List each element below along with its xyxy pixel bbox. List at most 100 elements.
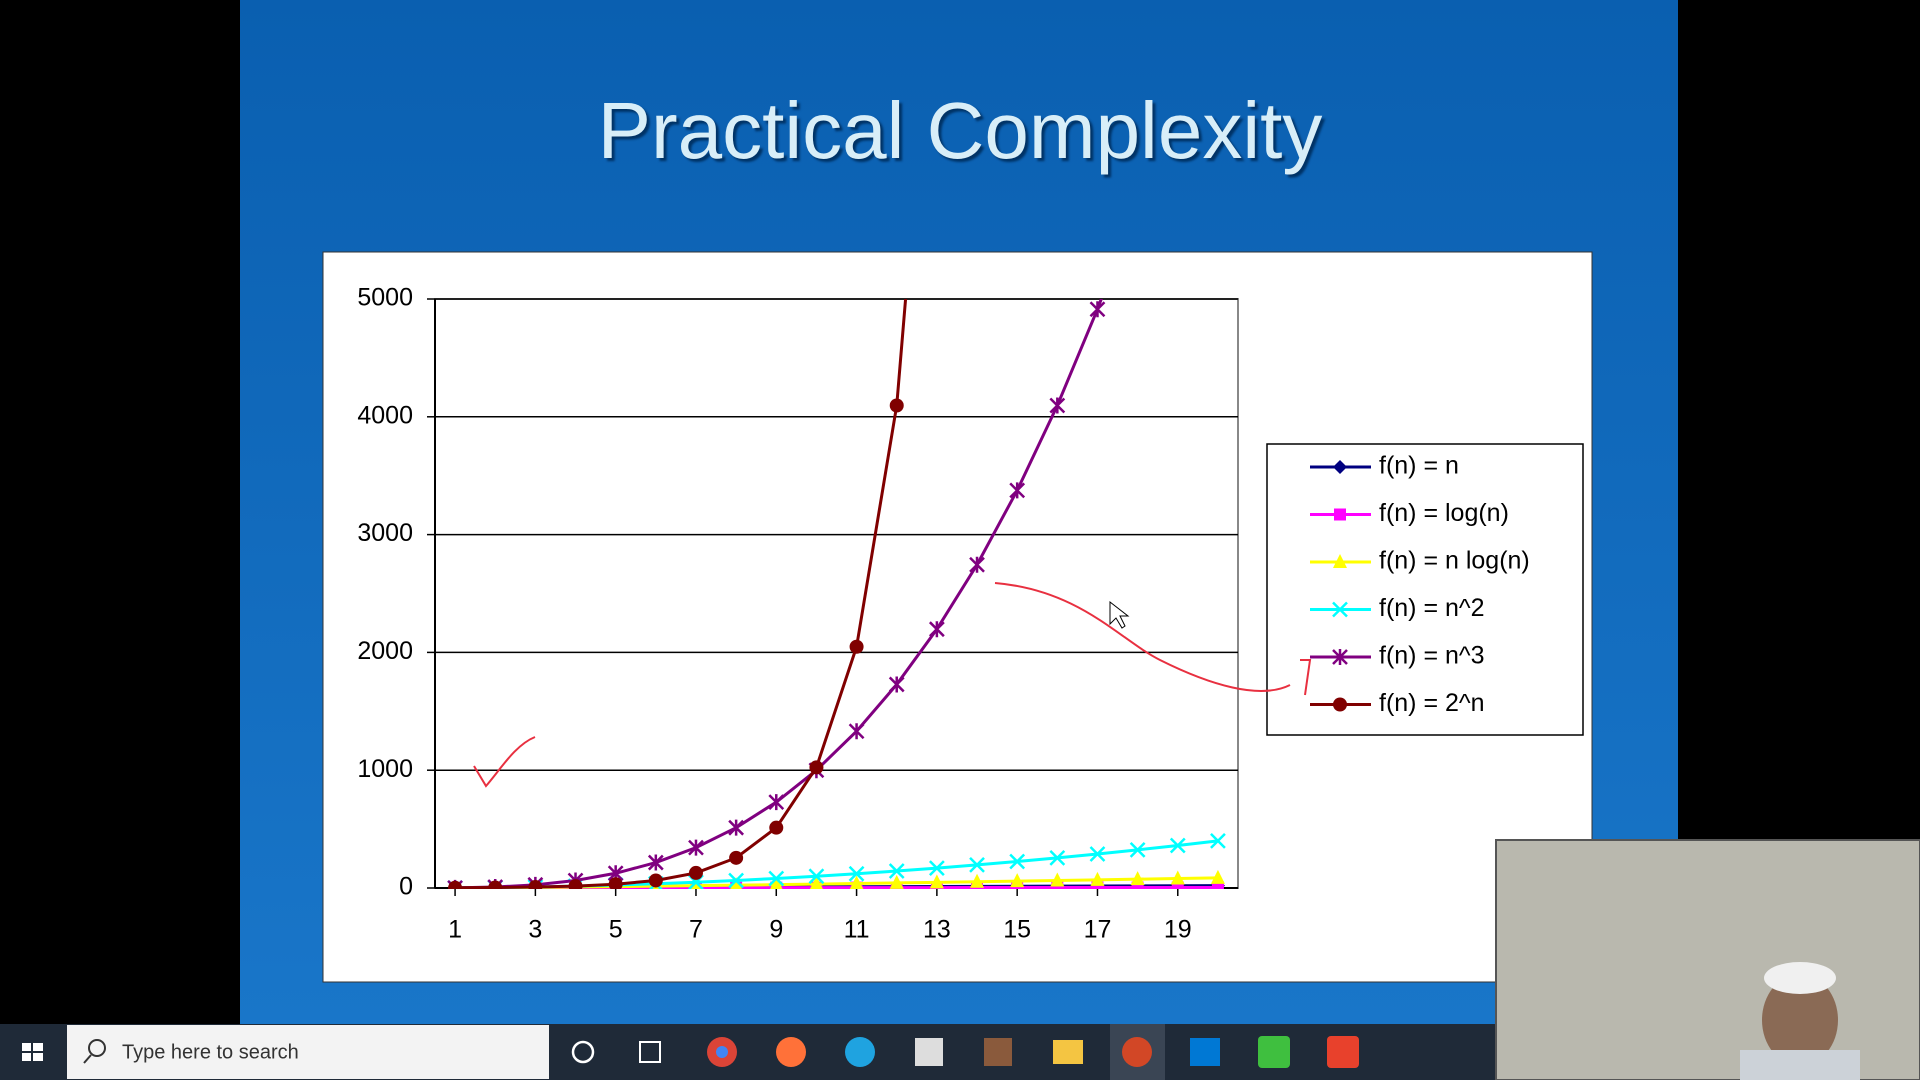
marker	[1333, 554, 1347, 568]
marker	[1334, 508, 1346, 521]
legend-label: f(n) = n^3	[1379, 642, 1485, 670]
marker	[1049, 397, 1066, 414]
marker	[728, 819, 745, 836]
series-layer	[447, 299, 1226, 889]
search-placeholder[interactable]: Type here to search	[122, 1041, 299, 1063]
marker	[647, 854, 664, 871]
marker	[730, 877, 743, 889]
marker	[969, 857, 985, 873]
marker	[1129, 841, 1146, 858]
y-tick-label: 0	[399, 873, 413, 901]
pen-annotation	[994, 582, 1312, 696]
marker	[809, 876, 823, 889]
marker	[608, 877, 623, 889]
x-tick-label: 17	[1084, 916, 1112, 944]
marker	[1332, 649, 1348, 665]
marker	[448, 880, 463, 889]
marker	[928, 621, 945, 638]
slide-title: Practical Complexity	[598, 86, 1323, 175]
marker	[889, 398, 904, 413]
legend-label: f(n) = 2^n	[1379, 689, 1485, 717]
explorer-icon[interactable]	[1053, 1040, 1083, 1064]
y-tick-label: 4000	[357, 401, 413, 429]
marker	[1050, 872, 1065, 887]
marker	[1090, 871, 1105, 886]
x-tick-label: 7	[689, 916, 703, 944]
marker	[728, 872, 745, 889]
legend-label: f(n) = log(n)	[1379, 499, 1509, 527]
marker	[1333, 460, 1347, 474]
webcam-cap	[1764, 962, 1836, 994]
marker	[768, 794, 785, 811]
marker	[1089, 846, 1106, 862]
marker	[528, 880, 543, 889]
webcam-person	[1740, 1050, 1860, 1080]
task-view-icon[interactable]	[639, 1041, 661, 1063]
marker	[848, 723, 865, 740]
calendar-icon[interactable]	[915, 1038, 943, 1066]
marker	[729, 850, 744, 865]
marker	[1333, 697, 1347, 712]
webcam-overlay	[1496, 840, 1920, 1080]
marker	[688, 839, 704, 856]
powerpoint-icon[interactable]	[1122, 1037, 1152, 1067]
webcam-frame	[1495, 839, 1920, 1080]
marker	[888, 676, 905, 693]
y-tick-label: 2000	[357, 637, 413, 665]
marker	[488, 880, 503, 889]
marker	[808, 868, 825, 885]
edge-icon[interactable]	[845, 1037, 875, 1067]
legend-label: f(n) = n^2	[1379, 594, 1485, 622]
x-tick-label: 5	[609, 916, 623, 944]
marker	[1009, 853, 1026, 870]
marker	[1169, 837, 1186, 854]
plot-area	[434, 298, 1239, 889]
x-tick-label: 19	[1164, 916, 1192, 944]
marker	[1170, 870, 1185, 885]
search-box[interactable]	[67, 1025, 549, 1079]
chrome-center	[716, 1046, 728, 1058]
marker	[1210, 869, 1225, 884]
y-tick-label: 1000	[357, 755, 413, 783]
start-button[interactable]	[22, 1043, 43, 1061]
marker	[809, 760, 824, 775]
marker	[849, 639, 864, 654]
y-tick-label: 3000	[357, 519, 413, 547]
marker	[568, 879, 583, 889]
search-icon	[83, 1054, 92, 1064]
recorder-icon[interactable]	[1327, 1036, 1359, 1068]
marker	[928, 860, 945, 876]
marker	[769, 820, 784, 835]
marker	[1049, 849, 1066, 866]
marker	[1009, 482, 1026, 499]
marker	[969, 556, 985, 573]
series-line	[455, 299, 1103, 889]
marker	[888, 863, 905, 879]
legend	[1266, 443, 1584, 736]
marker	[1332, 601, 1348, 618]
legend-label: f(n) = n log(n)	[1379, 547, 1530, 575]
marker	[1130, 871, 1145, 886]
marker	[688, 865, 703, 880]
marker	[770, 876, 783, 889]
app-icon[interactable]	[984, 1038, 1012, 1066]
marker	[1089, 301, 1106, 318]
marker	[1010, 873, 1025, 888]
x-tick-label: 13	[923, 916, 951, 944]
marker	[1131, 881, 1144, 889]
marker	[768, 870, 785, 887]
cortana-icon[interactable]	[571, 1040, 595, 1064]
marker	[849, 875, 864, 889]
marker	[1210, 832, 1226, 849]
y-tick-label: 5000	[357, 284, 413, 312]
firefox-icon[interactable]	[776, 1037, 806, 1067]
x-tick-label: 9	[769, 916, 783, 944]
marker	[929, 874, 944, 889]
x-tick-label: 3	[528, 916, 542, 944]
marker	[648, 873, 663, 888]
camtasia-icon[interactable]	[1258, 1036, 1290, 1068]
mail-icon[interactable]	[1190, 1038, 1220, 1066]
